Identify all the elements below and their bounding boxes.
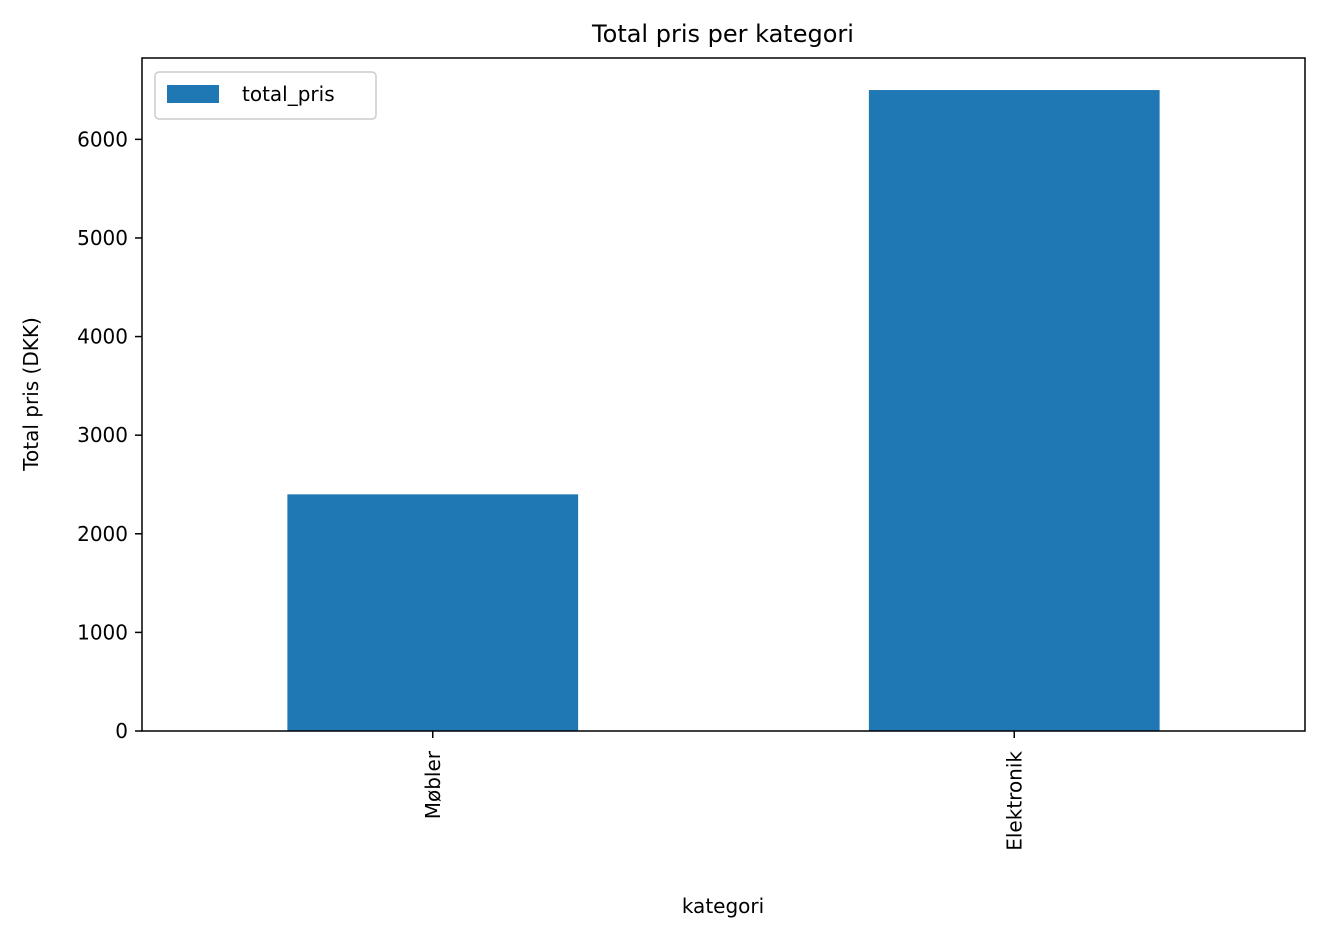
plot-frame [141,57,1306,732]
x-axis: Møbler Elektronik [421,731,1026,851]
legend-swatch [167,85,219,103]
y-tick-label: 1000 [77,620,128,644]
x-tick-label: Møbler [421,750,445,819]
y-axis: 0 1000 2000 3000 4000 5000 6000 [77,127,142,743]
y-tick-label: 0 [115,719,128,743]
y-tick-label: 5000 [77,226,128,250]
y-tick-label: 3000 [77,423,128,447]
x-axis-label: kategori [682,894,764,918]
chart-title: Total pris per kategori [591,20,854,48]
legend-box [154,71,377,120]
legend-label: total_pris [242,82,335,106]
y-tick-label: 2000 [77,522,128,546]
bar-1 [868,90,1160,732]
y-axis-label: Total pris (DKK) [19,317,43,472]
bars-group [287,90,1160,732]
y-tick-label: 4000 [77,325,128,349]
y-tick-label: 6000 [77,127,128,151]
bar-0 [287,494,579,731]
legend: total_pris [154,71,377,120]
x-tick-label: Elektronik [1002,751,1026,851]
